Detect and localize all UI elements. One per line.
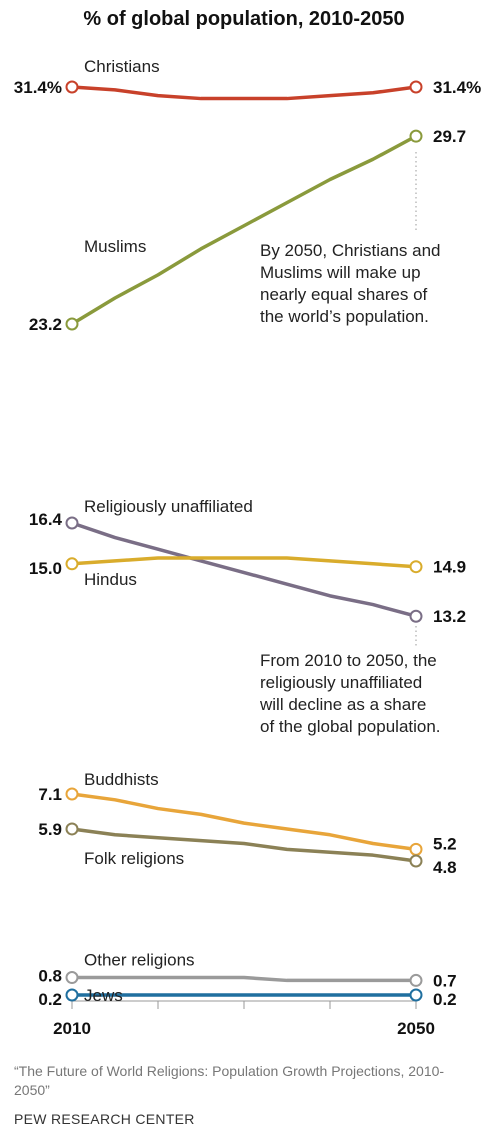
- muslims-start-value-label: 23.2: [29, 315, 62, 334]
- hindus-line: [71, 556, 417, 569]
- christians-end-marker: [409, 80, 423, 94]
- muslims-line: [71, 134, 417, 326]
- christians-start-value-label: 31.4%: [14, 78, 62, 97]
- muslims-annotation-line-4: the world’s population.: [260, 307, 429, 326]
- religiously-unaffiliated-start-marker: [65, 516, 79, 530]
- unaffiliated-annotation: From 2010 to 2050, the religiously unaff…: [260, 650, 441, 738]
- chart-title: % of global population, 2010-2050: [83, 8, 405, 30]
- jews-start-marker: [65, 988, 79, 1002]
- christians-end-value-label: 31.4%: [433, 78, 481, 97]
- hindus-series-label: Hindus: [84, 570, 137, 589]
- buddhists-start-value-label: 7.1: [38, 785, 62, 804]
- buddhists-line: [71, 792, 417, 852]
- hindus-end-marker: [409, 560, 423, 574]
- christians-line: [71, 85, 417, 101]
- religiously-unaffiliated-start-value-label: 16.4: [29, 510, 63, 529]
- source-note: “The Future of World Religions: Populati…: [14, 1063, 445, 1098]
- other-religions-end-value-label: 0.7: [433, 971, 457, 990]
- buddhists-end-value-label: 5.2: [433, 834, 457, 853]
- x-tick-label: 2010: [53, 1019, 91, 1038]
- muslims-annotation-line-3: nearly equal shares of: [260, 285, 428, 304]
- unaffiliated-annotation-line-3: will decline as a share: [260, 695, 427, 714]
- muslims-annotation-line-1: By 2050, Christians and: [260, 241, 441, 260]
- other-religions-start-marker: [65, 971, 79, 985]
- religiously-unaffiliated-line: [71, 521, 417, 618]
- x-tick-label: 2050: [397, 1019, 435, 1038]
- muslims-end-marker: [409, 129, 423, 143]
- folk-religions-line: [71, 827, 417, 863]
- folk-religions-series-label: Folk religions: [84, 849, 184, 868]
- muslims-annotation: By 2050, Christians and Muslims will mak…: [260, 240, 441, 328]
- folk-religions-end-value-label: 4.8: [433, 858, 457, 877]
- folk-religions-start-marker: [65, 822, 79, 836]
- unaffiliated-annotation-line-1: From 2010 to 2050, the: [260, 651, 437, 670]
- jews-end-marker: [409, 988, 423, 1002]
- organization-credit: PEW RESEARCH CENTER: [14, 1111, 195, 1127]
- christians-start-marker: [65, 80, 79, 94]
- jews-start-value-label: 0.2: [38, 990, 62, 1009]
- christians-series-label: Christians: [84, 57, 160, 76]
- religiously-unaffiliated-series-label: Religiously unaffiliated: [84, 497, 253, 516]
- unaffiliated-annotation-line-2: religiously unaffiliated: [260, 673, 423, 692]
- hindus-start-marker: [65, 557, 79, 571]
- other-religions-line: [72, 975, 416, 983]
- muslims-series-label: Muslims: [84, 237, 146, 256]
- other-religions-series-label: Other religions: [84, 951, 195, 970]
- muslims-start-marker: [65, 317, 79, 331]
- other-religions-start-value-label: 0.8: [38, 967, 62, 986]
- folk-religions-start-value-label: 5.9: [38, 820, 62, 839]
- muslims-end-value-label: 29.7: [433, 127, 466, 146]
- hindus-start-value-label: 15.0: [29, 559, 62, 578]
- religiously-unaffiliated-end-marker: [409, 609, 423, 623]
- religiously-unaffiliated-end-value-label: 13.2: [433, 607, 466, 626]
- buddhists-series-label: Buddhists: [84, 770, 159, 789]
- buddhists-end-marker: [409, 842, 423, 856]
- jews-end-value-label: 0.2: [433, 990, 457, 1009]
- hindus-end-value-label: 14.9: [433, 558, 466, 577]
- jews-series-label: Jews: [84, 986, 123, 1005]
- unaffiliated-annotation-line-4: of the global population.: [260, 717, 441, 736]
- muslims-annotation-line-2: Muslims will make up: [260, 263, 421, 282]
- buddhists-start-marker: [65, 787, 79, 801]
- folk-religions-end-marker: [409, 854, 423, 868]
- other-religions-end-marker: [409, 973, 423, 987]
